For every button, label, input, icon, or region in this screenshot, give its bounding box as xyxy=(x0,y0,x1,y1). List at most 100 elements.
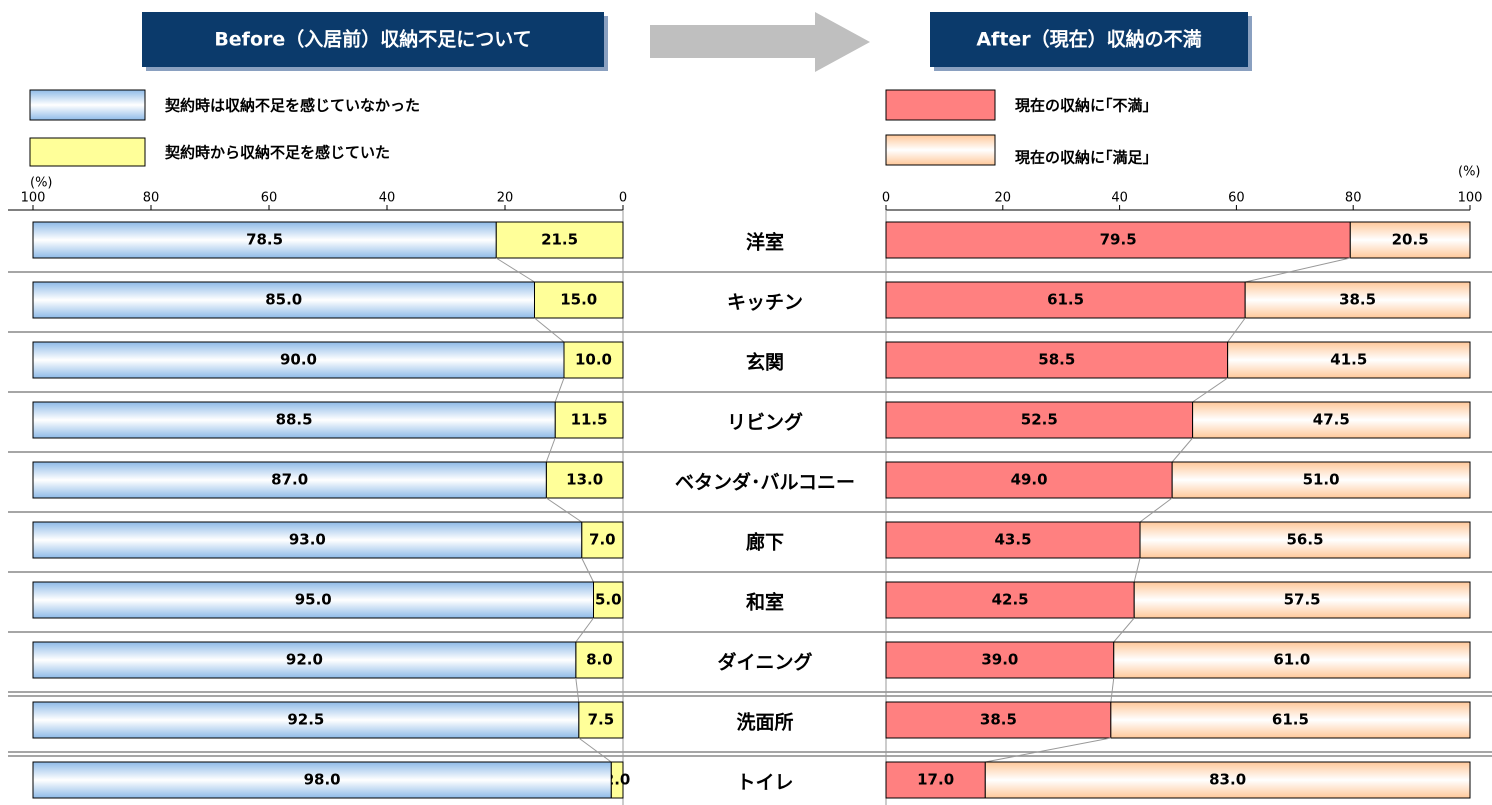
connector-line xyxy=(1227,317,1246,343)
x-tick-label: 0 xyxy=(882,191,890,206)
bar-segment xyxy=(32,701,580,739)
value-label: 47.5 xyxy=(1313,411,1350,429)
category-label: 洋室 xyxy=(746,231,784,254)
x-tick-label: 60 xyxy=(1228,191,1245,206)
connector-line xyxy=(545,437,556,463)
bar-segment xyxy=(885,281,1246,319)
category-label: キッチン xyxy=(727,292,803,314)
bar-segment xyxy=(1139,521,1471,559)
header-box xyxy=(930,12,1248,67)
value-label: 7.5 xyxy=(588,711,615,729)
bar-segment xyxy=(984,761,1471,799)
bar-segment xyxy=(885,461,1173,499)
legend-swatch xyxy=(885,89,996,121)
value-label: 51.0 xyxy=(1303,471,1340,489)
bar-segment xyxy=(32,581,594,619)
value-label: 92.5 xyxy=(287,711,324,729)
right-title: After（現在）収納の不満 xyxy=(976,28,1201,51)
connector-line xyxy=(581,557,594,583)
bar-segment xyxy=(1110,701,1471,739)
value-label: 83.0 xyxy=(1209,771,1246,789)
connector-line xyxy=(985,737,1111,763)
bar-segment xyxy=(885,761,986,799)
bar-segment xyxy=(885,401,1194,439)
bar-segment xyxy=(32,401,556,439)
value-label: 88.5 xyxy=(276,411,313,429)
x-tick-label: 20 xyxy=(995,191,1012,206)
value-label: 21.5 xyxy=(541,231,578,249)
value-label: 61.0 xyxy=(1273,651,1310,669)
legend-swatch xyxy=(29,89,146,121)
bar-segment xyxy=(885,641,1115,679)
x-tick-label: 100 xyxy=(21,191,46,206)
legend-label: 現在の収納に｢満足｣ xyxy=(1015,149,1150,167)
connector-line xyxy=(534,317,565,343)
connector-line xyxy=(575,677,580,703)
bar-segment xyxy=(581,521,624,559)
bar-segment xyxy=(495,221,624,259)
bar-segment xyxy=(32,221,497,259)
bar-segment xyxy=(1113,641,1471,679)
x-tick-label: 80 xyxy=(1345,191,1362,206)
value-label: 92.0 xyxy=(286,651,323,669)
bar-segment xyxy=(885,521,1141,559)
bar-segment xyxy=(1227,341,1471,379)
bar-segment xyxy=(32,641,577,679)
value-label: 98.0 xyxy=(304,771,341,789)
value-label: 78.5 xyxy=(246,231,283,249)
category-label: 洗面所 xyxy=(736,711,793,734)
bar-segment xyxy=(32,281,535,319)
category-label: 玄関 xyxy=(746,351,784,374)
x-tick-label: 20 xyxy=(497,191,514,206)
legend-label: 現在の収納に｢不満｣ xyxy=(1015,97,1150,115)
bar-segment xyxy=(578,701,624,739)
unit-label: (%) xyxy=(30,176,53,191)
connector-line xyxy=(1113,617,1135,643)
value-label: 7.0 xyxy=(589,531,616,549)
value-label: 38.5 xyxy=(1339,291,1376,309)
value-label: 61.5 xyxy=(1047,291,1084,309)
value-label: 11.5 xyxy=(571,411,608,429)
category-label: ベタンダ･バルコニー xyxy=(675,471,855,494)
arrow xyxy=(650,12,870,72)
x-tick-label: 40 xyxy=(379,191,396,206)
value-label: 90.0 xyxy=(280,351,317,369)
value-label: 20.5 xyxy=(1392,231,1429,249)
value-label: 39.0 xyxy=(981,651,1018,669)
legend-label: 契約時は収納不足を感じていなかった xyxy=(164,97,420,115)
bar-segment xyxy=(885,341,1229,379)
bar-segment xyxy=(32,521,583,559)
x-tick-label: 100 xyxy=(1458,191,1483,206)
value-label: 42.5 xyxy=(992,591,1029,609)
connector-line xyxy=(495,257,535,283)
value-label: 87.0 xyxy=(271,471,308,489)
left-title: Before（入居前）収納不足について xyxy=(214,28,531,51)
category-label: トイレ xyxy=(736,772,793,794)
value-label: 41.5 xyxy=(1330,351,1367,369)
header-box xyxy=(142,12,604,67)
connector-line xyxy=(1245,257,1351,283)
value-label: 95.0 xyxy=(295,591,332,609)
value-label: 17.0 xyxy=(917,771,954,789)
connector-line xyxy=(1192,377,1228,403)
bar-segment xyxy=(1349,221,1471,259)
x-tick-label: 60 xyxy=(261,191,278,206)
bar-segment xyxy=(1133,581,1471,619)
bar-segment xyxy=(1171,461,1471,499)
value-label: 38.5 xyxy=(980,711,1017,729)
unit-label: (%) xyxy=(1458,165,1481,180)
legend-label: 契約時から収納不足を感じていた xyxy=(164,144,390,162)
connector-line xyxy=(546,497,582,523)
value-label: 57.5 xyxy=(1284,591,1321,609)
legend-swatch xyxy=(29,137,146,167)
bar-segment xyxy=(534,281,624,319)
value-label: 85.0 xyxy=(265,291,302,309)
connector-line xyxy=(1110,677,1115,703)
category-label: 廊下 xyxy=(746,531,784,554)
bar-segment xyxy=(563,341,624,379)
x-tick-label: 0 xyxy=(619,191,627,206)
value-label: 10.0 xyxy=(575,351,612,369)
x-tick-label: 40 xyxy=(1111,191,1128,206)
value-label: 43.5 xyxy=(995,531,1032,549)
x-tick-label: 80 xyxy=(143,191,160,206)
